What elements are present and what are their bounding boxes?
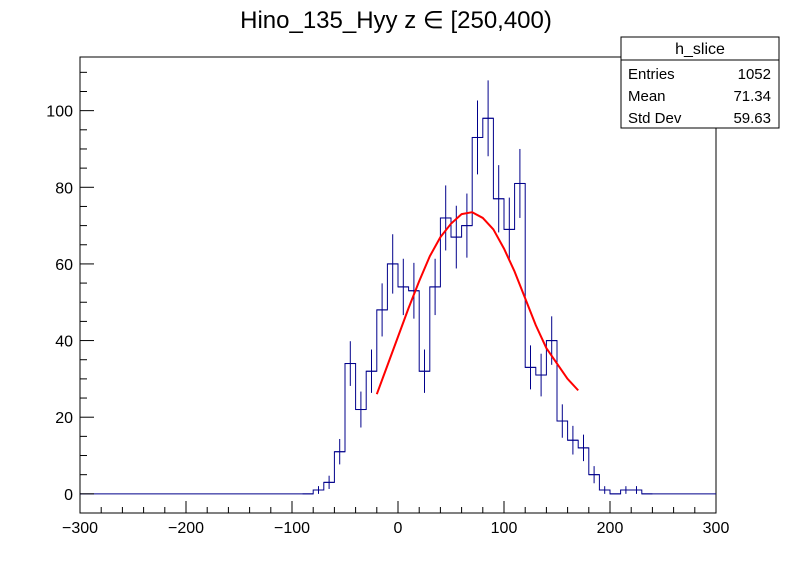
x-tick-label: 0 [394, 520, 403, 537]
histogram-bin [398, 258, 409, 316]
stats-box: h_slice Entries 1052 Mean 71.34 Std Dev … [620, 36, 780, 129]
y-tick-label: 20 [55, 410, 73, 427]
histogram-bin [419, 349, 430, 393]
x-tick-label: −200 [168, 520, 204, 537]
stats-entries-value: 1052 [738, 66, 771, 83]
histogram-bin [567, 425, 579, 455]
histogram-bin [631, 486, 642, 494]
stats-title: h_slice [675, 41, 725, 58]
histogram-bin [557, 404, 568, 438]
histogram-bin [429, 258, 441, 316]
histogram-bin [355, 391, 367, 428]
histogram-bin [493, 165, 504, 233]
histogram-bin [376, 283, 388, 337]
histogram-bin [408, 262, 420, 319]
histogram-bin [588, 466, 600, 484]
histogram-bin [313, 486, 324, 494]
histogram-bin [451, 205, 462, 269]
histogram-bin [345, 341, 356, 386]
stats-entries-label: Entries [628, 66, 675, 83]
y-tick-label: 80 [55, 180, 73, 197]
y-tick-label: 40 [55, 334, 73, 351]
y-tick-label: 60 [55, 257, 73, 274]
histogram-bin [514, 148, 526, 218]
chart-title: Hino_135_Hyy z ∈ [250,400) [240, 7, 552, 34]
histogram-bin [387, 234, 398, 294]
x-tick-label: −100 [274, 520, 310, 537]
stats-mean-value: 71.34 [733, 88, 771, 105]
histogram-bin [504, 197, 515, 262]
histogram-bin [461, 193, 473, 258]
histogram-bin [323, 475, 335, 489]
stats-stddev-label: Std Dev [628, 110, 682, 127]
y-tick-label: 100 [46, 104, 73, 121]
histogram-bin [440, 185, 451, 251]
histogram-bin [366, 349, 377, 393]
y-tick-label: 0 [64, 487, 73, 504]
x-tick-label: 100 [491, 520, 518, 537]
histogram-bin [472, 100, 483, 175]
histogram-bin [535, 353, 547, 397]
stats-mean-label: Mean [628, 88, 666, 105]
histogram-bin [599, 486, 610, 494]
x-tick-label: 200 [597, 520, 624, 537]
x-tick-label: −300 [62, 520, 98, 537]
histogram-bin [334, 438, 345, 465]
histogram-bin [525, 345, 536, 390]
histogram-bin [578, 434, 589, 462]
fit-curve [375, 211, 579, 395]
stats-stddev-value: 59.63 [733, 110, 771, 127]
x-tick-label: 300 [703, 520, 730, 537]
histogram-bin [620, 486, 632, 494]
histogram-bin [482, 80, 494, 157]
